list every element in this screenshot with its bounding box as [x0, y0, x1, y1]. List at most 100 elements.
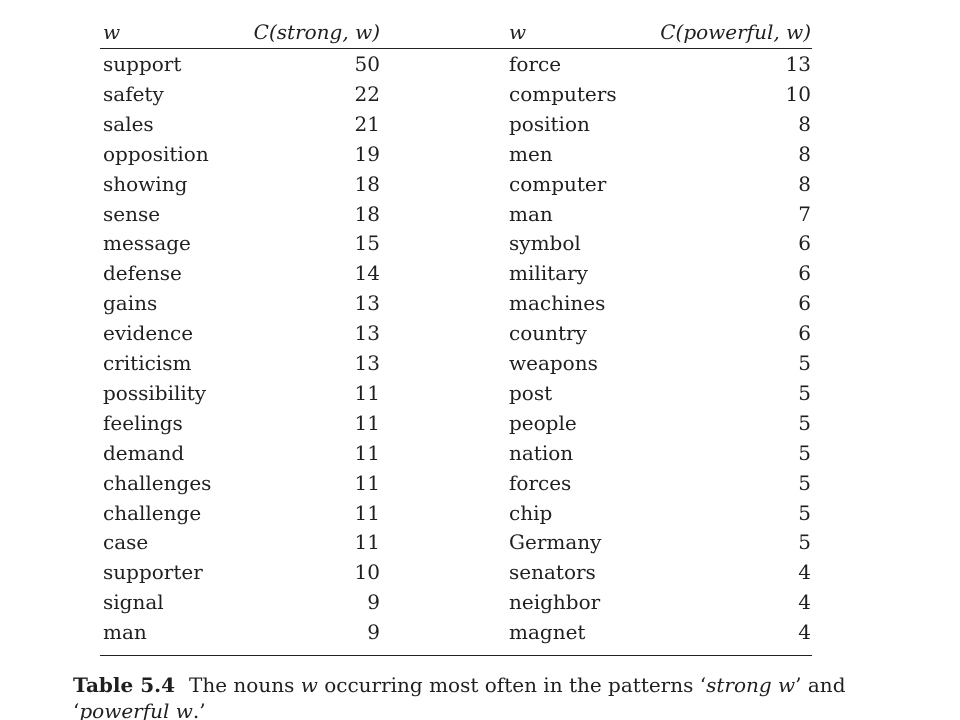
cell-count-powerful: 8: [798, 141, 811, 166]
cell-noun-strong: showing: [103, 171, 188, 196]
cell-count-strong: 18: [354, 201, 380, 226]
cell-noun-powerful: machines: [509, 291, 606, 316]
cell-noun-powerful: force: [509, 52, 562, 76]
table-caption: Table 5.4 The nouns w occurring most ofte…: [73, 672, 873, 720]
cell-noun-strong: safety: [103, 81, 164, 106]
caption-powerful-w: powerful w: [79, 699, 193, 720]
cell-count-strong: 13: [354, 321, 380, 346]
cell-count-strong: 19: [354, 141, 380, 166]
cell-noun-powerful: men: [509, 141, 553, 166]
cell-noun-strong: case: [103, 530, 149, 555]
caption-text-1: The nouns: [189, 673, 301, 697]
cell-noun-powerful: chip: [509, 500, 553, 525]
cell-noun-strong: supporter: [103, 560, 203, 585]
cell-count-powerful: 6: [798, 291, 811, 316]
cell-count-powerful: 5: [798, 440, 811, 465]
caption-text-2: occurring most often in the patterns ‘: [317, 673, 707, 697]
cell-count-strong: 18: [354, 171, 380, 196]
cell-noun-powerful: computer: [509, 171, 607, 196]
caption-label: Table 5.4: [73, 673, 175, 697]
header-w-right: w: [509, 20, 527, 44]
cell-noun-powerful: neighbor: [509, 590, 601, 615]
cell-count-strong: 11: [354, 500, 380, 525]
cell-noun-strong: sense: [103, 201, 161, 226]
cell-count-strong: 14: [354, 261, 380, 286]
cell-count-powerful: 6: [798, 231, 811, 256]
cell-noun-strong: feelings: [103, 410, 183, 435]
cell-noun-powerful: post: [509, 380, 553, 405]
cell-count-powerful: 4: [798, 590, 811, 615]
cell-count-powerful: 6: [798, 261, 811, 286]
cell-noun-strong: possibility: [103, 380, 207, 405]
cell-count-powerful: 13: [785, 52, 811, 76]
cell-count-strong: 50: [354, 52, 380, 76]
cell-count-powerful: 4: [798, 560, 811, 585]
cell-noun-powerful: forces: [509, 470, 572, 495]
cell-noun-strong: demand: [103, 440, 185, 465]
cell-count-powerful: 4: [798, 620, 811, 645]
cell-noun-powerful: country: [509, 321, 587, 346]
header-count-powerful-args: (powerful, w): [675, 20, 811, 44]
cell-count-strong: 22: [354, 81, 380, 106]
cell-count-strong: 9: [367, 590, 380, 615]
cell-count-powerful: 5: [798, 470, 811, 495]
caption-text-4: .’: [192, 699, 206, 720]
cell-noun-strong: man: [103, 620, 147, 645]
caption-w: w: [300, 673, 318, 697]
cell-count-strong: 21: [354, 111, 380, 136]
cell-count-strong: 11: [354, 530, 380, 555]
caption-strong-w: strong w: [706, 673, 796, 697]
cell-count-powerful: 5: [798, 530, 811, 555]
cell-noun-powerful: man: [509, 201, 553, 226]
cell-noun-powerful: Germany: [509, 530, 602, 555]
cell-count-powerful: 5: [798, 410, 811, 435]
cell-noun-strong: challenge: [103, 500, 202, 525]
cell-count-powerful: 5: [798, 500, 811, 525]
table-top-rule: [100, 48, 812, 49]
cell-noun-powerful: people: [509, 410, 577, 435]
caption-text-3: ’ and ‘: [73, 673, 846, 720]
cell-count-powerful: 7: [798, 201, 811, 226]
cell-noun-powerful: magnet: [509, 620, 586, 645]
cell-count-strong: 11: [354, 440, 380, 465]
cell-noun-strong: criticism: [103, 351, 192, 375]
cell-noun-strong: message: [103, 231, 191, 256]
cell-noun-powerful: nation: [509, 440, 574, 465]
cell-noun-strong: defense: [103, 261, 182, 286]
cell-count-strong: 9: [367, 620, 380, 645]
header-count-strong-args: (strong, w): [268, 20, 380, 44]
cell-count-powerful: 10: [785, 81, 811, 106]
cell-noun-powerful: military: [509, 261, 588, 286]
cell-noun-strong: opposition: [103, 141, 209, 166]
cell-count-strong: 10: [354, 560, 380, 585]
cell-noun-strong: gains: [103, 291, 158, 316]
cell-noun-strong: support: [103, 52, 182, 76]
cell-count-strong: 11: [354, 470, 380, 495]
table-bottom-rule: [100, 655, 812, 656]
cell-count-strong: 13: [354, 291, 380, 316]
header-w-left: w: [103, 20, 121, 44]
cell-noun-powerful: senators: [509, 560, 596, 585]
cell-count-powerful: 5: [798, 380, 811, 405]
cell-count-strong: 15: [354, 231, 380, 256]
header-count-strong: C(strong, w): [254, 20, 380, 44]
cell-count-powerful: 5: [798, 351, 811, 375]
header-count-powerful-prefix: C: [660, 20, 676, 44]
cell-count-powerful: 8: [798, 171, 811, 196]
cell-count-powerful: 6: [798, 321, 811, 346]
cell-count-strong: 11: [354, 380, 380, 405]
cell-noun-powerful: computers: [509, 81, 617, 106]
cell-count-powerful: 8: [798, 111, 811, 136]
cell-noun-strong: sales: [103, 111, 154, 136]
cell-noun-strong: challenges: [103, 470, 212, 495]
cell-noun-powerful: weapons: [509, 351, 598, 375]
cell-count-strong: 13: [354, 351, 380, 375]
cell-noun-strong: evidence: [103, 321, 194, 346]
cell-noun-powerful: position: [509, 111, 590, 136]
header-count-powerful: C(powerful, w): [660, 20, 811, 44]
header-count-strong-prefix: C: [253, 20, 269, 44]
cell-noun-powerful: symbol: [509, 231, 581, 256]
cell-count-strong: 11: [354, 410, 380, 435]
cell-noun-strong: signal: [103, 590, 164, 615]
